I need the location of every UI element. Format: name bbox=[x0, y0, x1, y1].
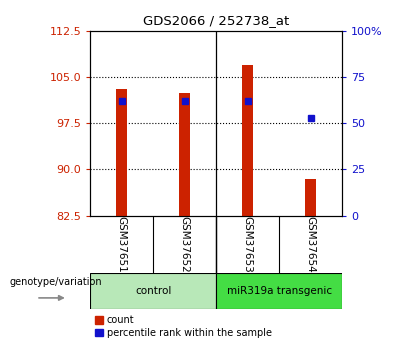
Text: GSM37651: GSM37651 bbox=[117, 216, 127, 273]
Text: genotype/variation: genotype/variation bbox=[9, 277, 102, 287]
Text: GSM37653: GSM37653 bbox=[243, 216, 253, 273]
Bar bbox=[90, 273, 216, 309]
Bar bbox=[305, 179, 317, 216]
Text: GSM37654: GSM37654 bbox=[306, 216, 316, 273]
Title: GDS2066 / 252738_at: GDS2066 / 252738_at bbox=[143, 14, 289, 27]
Bar bbox=[179, 92, 191, 216]
Bar bbox=[216, 273, 342, 309]
Text: miR319a transgenic: miR319a transgenic bbox=[227, 286, 332, 296]
Text: control: control bbox=[135, 286, 171, 296]
Text: GSM37652: GSM37652 bbox=[180, 216, 190, 273]
Bar bbox=[116, 89, 128, 216]
Bar bbox=[242, 65, 254, 216]
Legend: count, percentile rank within the sample: count, percentile rank within the sample bbox=[95, 315, 272, 338]
